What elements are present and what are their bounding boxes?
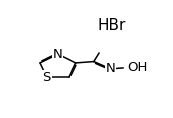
Text: S: S bbox=[43, 71, 51, 84]
Text: HBr: HBr bbox=[97, 18, 126, 33]
Text: N: N bbox=[106, 62, 115, 75]
Text: N: N bbox=[53, 48, 63, 61]
Text: OH: OH bbox=[127, 61, 147, 74]
